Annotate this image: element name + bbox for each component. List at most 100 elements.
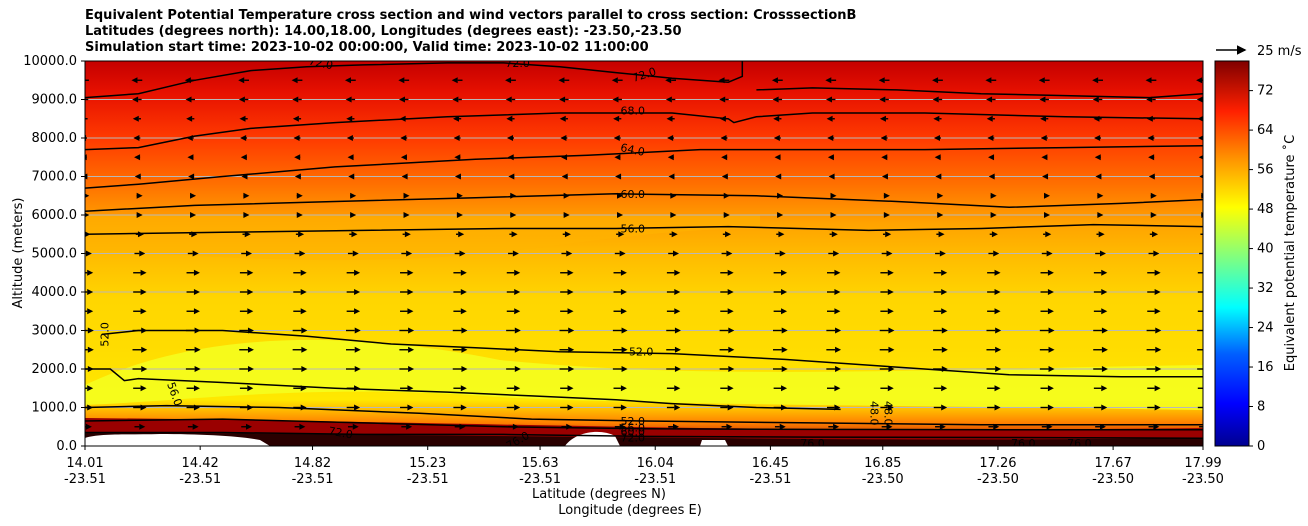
wind-arrow-head [191,231,198,238]
wind-arrow-head [140,289,147,295]
colorbar-label: Equivalent potential temperature ˚C [1282,135,1298,371]
wind-arrow-head [828,173,835,180]
wind-arrow-head [292,115,299,122]
wind-arrow-head [408,327,415,334]
wind-arrow-head [346,135,353,141]
wind-arrow-head [835,346,842,353]
wind-arrow-head [879,96,886,103]
wind-arrow-head [561,154,568,161]
wind-arrow-head [611,77,618,84]
wind-arrow-head [514,385,521,392]
wind-arrow-head [194,346,201,353]
y-tick-label: 3000.0 [32,324,78,339]
wind-arrow-head [833,250,840,257]
contour-line-52 [101,329,1203,378]
wind-arrow-head [460,269,467,276]
wind-arrow-head [461,366,468,372]
wind-arrow-head [1094,135,1101,141]
wind-arrow-head [781,346,788,353]
wind-arrow-head [674,385,681,392]
wind-arrow-head [994,385,1001,392]
wind-arrow-head [1099,250,1106,257]
x-tick-label-lon: -23.51 [407,472,449,487]
wind-arrow-head [781,385,788,392]
wind-arrow-head [1205,289,1211,295]
wind-arrow-head [134,173,141,180]
wind-arrow-head [1153,250,1160,257]
wind-arrow-head [354,289,361,295]
wind-arrow-head [941,327,948,334]
wind-arrow-head [668,173,675,180]
wind-arrow-head [1153,423,1160,430]
wind-arrow-head [613,135,620,141]
wind-arrow-head [451,77,458,84]
wind-arrow-head [141,366,148,372]
x-axis-label-lat: Latitude (degrees N) [532,487,666,502]
wind-arrow-head [184,77,191,84]
wind-arrow-head [1101,327,1108,334]
wind-arrow-head [1205,270,1211,276]
wind-arrow-head [511,231,518,238]
wind-arrow-head [300,289,307,295]
wind-arrow-head [617,192,624,199]
x-tick-label-lon: -23.51 [179,472,221,487]
wind-arrow-head [140,269,147,276]
wind-arrow-head [886,423,893,430]
wind-arrow-head [994,308,1001,315]
wind-arrow-head [347,154,354,161]
wind-arrow-head [773,115,780,122]
wind-arrow-head [460,385,467,392]
wind-arrow-head [830,212,837,218]
wind-arrow-head [881,154,888,161]
y-tick-label: 10000.0 [23,54,77,69]
contour-label: 76.0 [1011,437,1036,450]
wind-arrow-head [508,173,515,180]
wind-arrow-head [991,231,998,238]
wind-arrow-head [514,269,521,276]
x-tick-label-lat: 16.45 [752,456,789,471]
wind-arrow-head [878,77,885,84]
wind-arrow-head [1196,77,1203,84]
wind-arrow-head [247,404,254,411]
wind-arrow-head [994,289,1001,295]
wind-arrow-head [995,327,1002,334]
wind-arrow-head [1155,346,1162,353]
x-tick-label-lat: 17.99 [1184,456,1221,471]
wind-arrow-head [350,212,357,218]
wind-arrow-head [1199,174,1203,179]
wind-arrow-head [514,366,521,372]
contour-label: 72.0 [308,55,335,73]
wind-arrow-head [1047,308,1054,315]
wind-arrow-head [1043,212,1050,218]
wind-arrow-head [407,289,414,295]
wind-arrow-head [939,423,946,430]
wind-arrow-head [1204,251,1210,257]
wind-arrow-head [348,173,355,180]
wind-arrow-head [1155,327,1162,334]
wind-arrow-head [352,250,359,257]
wind-arrow-head [612,96,619,103]
wind-arrow-head [131,77,138,84]
wind-arrow-head [887,308,894,315]
wind-arrow-head [938,231,945,238]
colorbar-tick-label: 32 [1257,281,1274,296]
wind-arrow-head [1093,115,1100,122]
wind-arrow-head [244,231,251,238]
wind-arrow-head [621,327,628,334]
wind-arrow-head [400,154,407,161]
wind-arrow-head [514,404,521,411]
wind-arrow-head [1150,192,1157,199]
wind-arrow-head [728,366,735,372]
wind-arrow-head [140,385,147,392]
wind-arrow-head [621,346,628,353]
wind-arrow-head [299,423,306,430]
contour-line-60 [85,418,1203,431]
x-tick-label-lat: 15.63 [521,456,558,471]
wind-arrow-head [354,327,361,334]
wind-arrow-head [238,77,245,84]
contour-label: 56.0 [621,422,646,435]
contour-line-72 [85,431,1203,440]
wind-arrow-head [727,404,734,411]
wind-arrow-head [985,77,992,84]
